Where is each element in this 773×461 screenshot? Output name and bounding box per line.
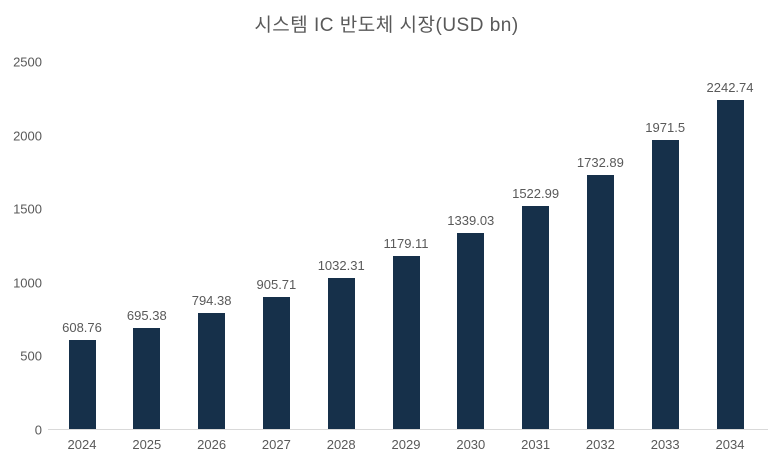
- x-tick-label: 2030: [456, 437, 486, 452]
- y-tick-label: 2000: [13, 128, 42, 144]
- chart-title: 시스템 IC 반도체 시장(USD bn): [254, 15, 519, 36]
- x-tick-label: 2031: [521, 437, 551, 452]
- bar: [133, 327, 161, 430]
- bar: [68, 340, 96, 430]
- y-tick-label: 2500: [13, 54, 42, 70]
- x-tick-label: 2029: [391, 437, 421, 452]
- x-tick-label: 2032: [585, 437, 615, 452]
- bar: [522, 205, 550, 430]
- y-tick-label: 0: [34, 422, 42, 438]
- bar: [262, 296, 290, 430]
- y-tick-label: 1500: [13, 201, 42, 217]
- bar: [457, 232, 485, 430]
- y-tick-label: 1000: [13, 275, 42, 291]
- bar-value-label: 1522.99: [512, 185, 560, 201]
- bar-value-label: 905.71: [256, 276, 297, 292]
- x-tick-label: 2026: [197, 437, 227, 452]
- bar: [586, 174, 614, 430]
- bar: [327, 278, 355, 430]
- bar-value-label: 1971.5: [645, 119, 686, 135]
- bar-value-label: 1339.03: [447, 212, 495, 228]
- bar: [716, 99, 744, 430]
- bar-value-label: 1032.31: [317, 258, 365, 274]
- x-tick-label: 2025: [132, 437, 162, 452]
- bar-value-label: 794.38: [191, 293, 232, 309]
- bar-value-label: 608.76: [62, 320, 102, 336]
- x-tick-label: 2024: [67, 437, 97, 452]
- bar-value-label: 1179.11: [383, 236, 429, 252]
- bar-value-label: 1732.89: [576, 154, 624, 170]
- x-axis-line: [48, 429, 768, 430]
- x-tick-label: 2027: [261, 437, 291, 452]
- bar: [198, 313, 226, 430]
- bar-value-label: 695.38: [126, 307, 167, 323]
- bar: [651, 139, 679, 430]
- x-tick-label: 2028: [326, 437, 356, 452]
- y-tick-label: 500: [20, 348, 42, 364]
- bar-value-label: 2242.74: [706, 79, 754, 95]
- x-tick-label: 2034: [715, 437, 745, 452]
- x-tick-label: 2033: [650, 437, 680, 452]
- bar: [392, 256, 420, 430]
